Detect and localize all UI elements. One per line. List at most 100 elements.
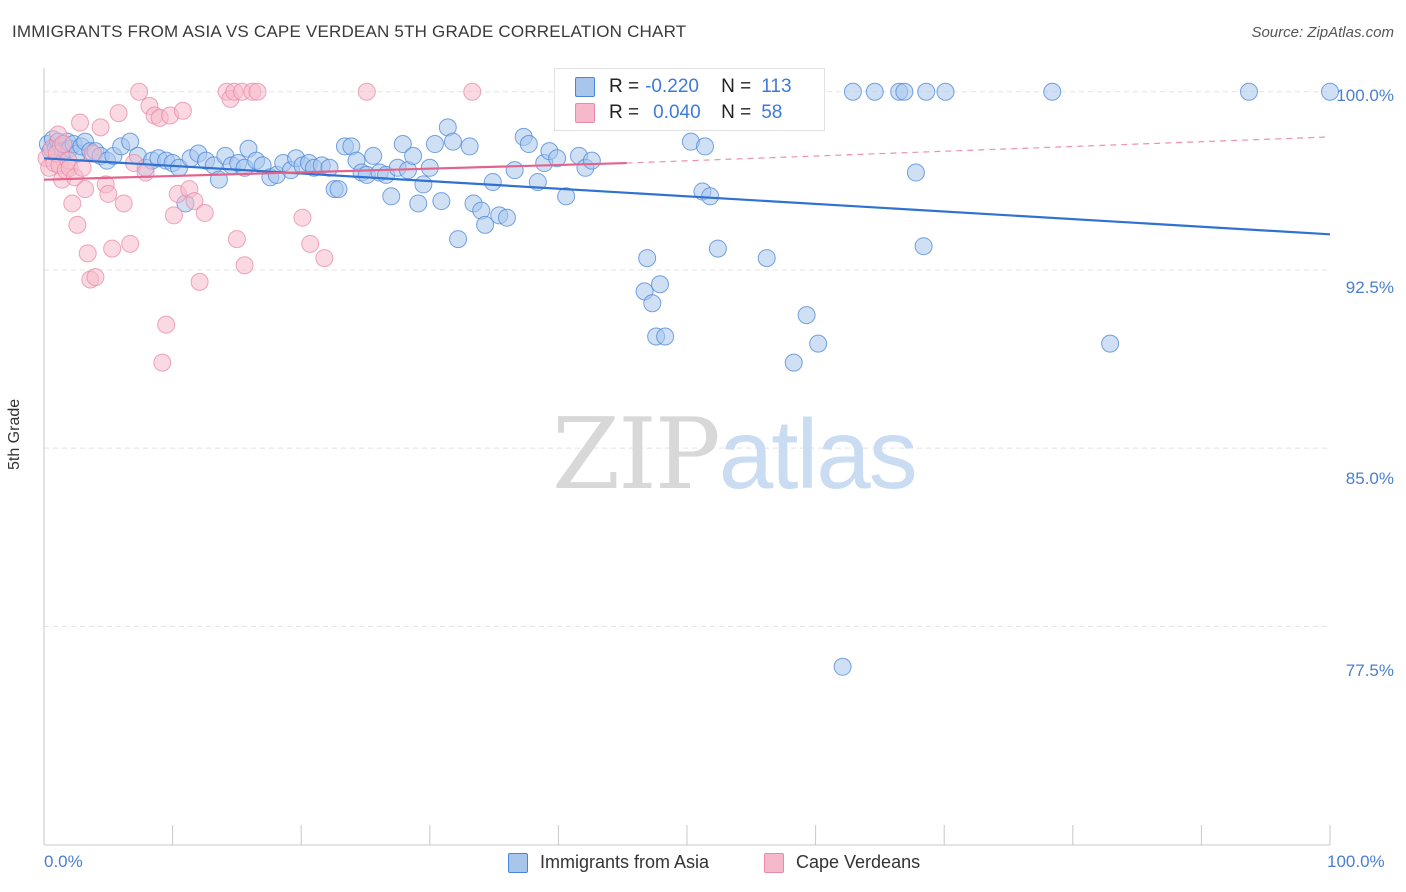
asia-point <box>917 82 936 101</box>
cape-verdean-point <box>71 113 90 132</box>
asia-point <box>895 82 914 101</box>
n-value: 58 <box>761 102 783 123</box>
asia-point <box>443 132 462 151</box>
r-value: 0.040 <box>653 102 701 123</box>
asia-point <box>696 137 715 156</box>
asia-point <box>1321 82 1339 101</box>
r-value: -0.220 <box>645 76 699 97</box>
asia-point <box>809 334 828 353</box>
asia-point <box>393 135 412 154</box>
cape-verdean-point <box>357 82 376 101</box>
legend-label: Cape Verdeans <box>796 852 921 872</box>
asia-point <box>364 146 383 165</box>
cape-verdean-point <box>121 234 140 253</box>
cape-verdean-point <box>173 101 192 120</box>
asia-point <box>497 208 516 227</box>
asia-point <box>519 135 538 154</box>
asia-trend-line <box>43 157 1331 236</box>
watermark-zip: ZIP <box>552 398 721 512</box>
blue-swatch <box>575 77 595 97</box>
asia-point <box>582 151 601 170</box>
cape-verdean-point <box>248 82 267 101</box>
cape-verdean-point <box>114 194 133 213</box>
asia-point <box>914 237 933 256</box>
asia-point <box>638 249 657 268</box>
legend-item-asia[interactable]: Immigrants from Asia <box>508 852 709 873</box>
asia-point <box>1101 334 1120 353</box>
asia-point <box>1043 82 1062 101</box>
asia-point <box>329 180 348 199</box>
n-value: 113 <box>761 76 792 97</box>
asia-point <box>1239 82 1258 101</box>
cape-verdean-trend-line <box>43 161 627 181</box>
legend-item-cape-verdeans[interactable]: Cape Verdeans <box>764 852 920 873</box>
r-label: R = <box>609 76 640 97</box>
n-label: N = <box>721 102 752 123</box>
cape-verdean-point <box>99 184 118 203</box>
asia-point <box>833 657 852 676</box>
asia-point <box>425 135 444 154</box>
asia-point <box>643 294 662 313</box>
cape-verdean-point <box>190 272 209 291</box>
y-tick-label: 85.0% <box>1345 469 1394 488</box>
asia-point <box>432 192 451 211</box>
watermark: ZIPatlas <box>552 398 918 512</box>
cape-verdean-point <box>109 104 128 123</box>
asia-point <box>449 230 468 249</box>
cape-verdean-point <box>130 82 149 101</box>
cape-verdean-point <box>136 163 155 182</box>
chart-title: IMMIGRANTS FROM ASIA VS CAPE VERDEAN 5TH… <box>12 22 687 41</box>
legend-swatch-pink <box>764 852 784 873</box>
asia-point <box>936 82 955 101</box>
cape-verdean-point <box>164 206 183 225</box>
asia-point <box>460 137 479 156</box>
asia-point <box>656 327 675 346</box>
cape-verdean-point <box>195 203 214 222</box>
x-tick-label: 0.0% <box>44 852 83 871</box>
cape-verdean-point <box>86 268 105 287</box>
legend-label: Immigrants from Asia <box>540 852 710 872</box>
asia-point <box>557 187 576 206</box>
legend-swatch-blue <box>508 852 528 873</box>
cape-verdean-point <box>73 158 92 177</box>
cape-verdean-point <box>293 208 312 227</box>
cape-verdean-point <box>68 215 87 234</box>
cape-verdean-point <box>227 230 246 249</box>
source-label: Source: ZipAtlas.com <box>1251 24 1394 41</box>
cape-verdean-point <box>83 144 102 163</box>
asia-point <box>843 82 862 101</box>
cape-verdean-point <box>235 256 254 275</box>
cape-verdean-trend-extension <box>626 136 1331 164</box>
y-axis-label: 5th Grade <box>6 398 23 470</box>
pink-swatch <box>575 103 595 123</box>
cape-verdean-point <box>103 239 122 258</box>
asia-point <box>797 306 816 325</box>
cape-verdean-point <box>185 192 204 211</box>
asia-point <box>382 187 401 206</box>
cape-verdean-point <box>78 244 97 263</box>
asia-point <box>476 215 495 234</box>
asia-point <box>906 163 925 182</box>
cape-verdean-point <box>76 180 95 199</box>
cape-verdean-point <box>63 194 82 213</box>
cape-verdean-point <box>463 82 482 101</box>
asia-point <box>414 175 433 194</box>
asia-point <box>505 161 524 180</box>
cape-verdean-point <box>153 353 172 372</box>
n-label: N = <box>721 76 752 97</box>
cape-verdean-point <box>157 315 176 334</box>
asia-point <box>548 149 567 168</box>
cape-verdean-point <box>315 249 334 268</box>
asia-point <box>708 239 727 258</box>
stats-row-cape-verdeans: R = 0.040 N = 58 <box>575 100 782 126</box>
x-tick-label: 100.0% <box>1327 852 1385 871</box>
cape-verdean-point <box>91 118 110 137</box>
stats-box: R = -0.220 N = 113 R = 0.040 N = 58 <box>554 68 825 131</box>
asia-point <box>865 82 884 101</box>
watermark-atlas: atlas <box>718 399 918 509</box>
asia-point <box>121 132 140 151</box>
asia-point <box>650 275 669 294</box>
r-label: R = <box>609 102 640 123</box>
asia-point <box>404 146 423 165</box>
